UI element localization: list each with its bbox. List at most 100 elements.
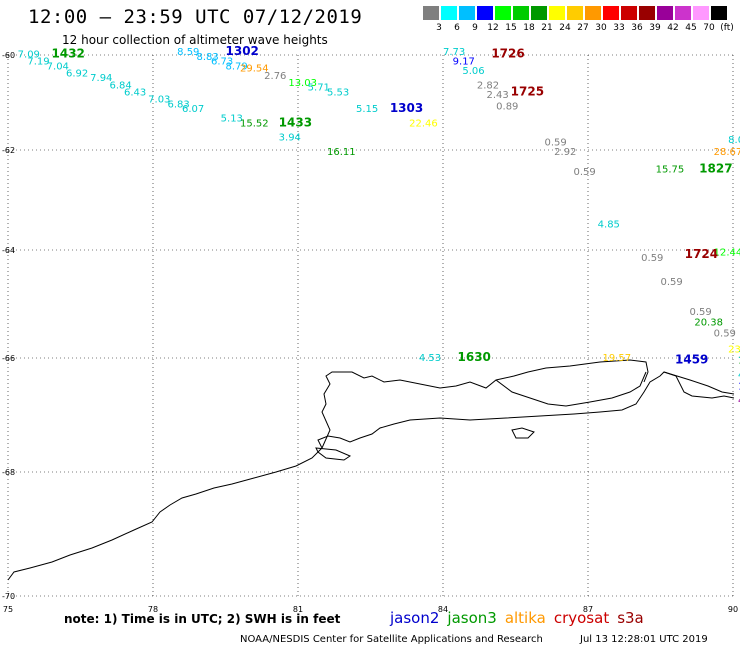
footer-credit: NOAA/NESDIS Center for Satellite Applica… (240, 634, 543, 645)
east-shelf-outline (663, 371, 735, 395)
wave-height-label: 19.57 (603, 353, 632, 364)
wave-height-label: 0.59 (574, 167, 596, 178)
x-tick-label: 78 (148, 605, 158, 614)
wave-height-label: 28.67 (714, 147, 740, 158)
color-scale-swatch (440, 6, 457, 20)
color-scale-tick: 18 (523, 23, 535, 33)
pass-time-label: 1724 (685, 247, 718, 261)
pass-time-label: 1725 (511, 84, 544, 98)
y-tick-label: -68 (2, 468, 15, 477)
pass-time-label: 1302 (226, 44, 259, 58)
wave-height-label: 6.43 (124, 87, 146, 98)
wave-height-label: 11.37 (738, 381, 740, 392)
wave-height-labels: 7.097.197.046.92 7.946.846.437.036.836.07… (18, 47, 740, 407)
color-scale-tick: 39 (649, 23, 661, 33)
wave-height-label: 0.59 (690, 307, 712, 318)
color-scale-tick: 27 (577, 23, 589, 33)
wave-height-label: 13.03 (288, 78, 317, 89)
wave-height-label: 2.82 (477, 80, 499, 91)
y-tick-label: -60 (2, 51, 15, 60)
wave-height-label: 18.06 (738, 356, 740, 367)
pass-time-label: 1630 (458, 350, 491, 364)
color-scale-tick: 33 (613, 23, 625, 33)
wave-height-label: 41.3 (738, 396, 740, 407)
x-tick-label: 81 (293, 605, 303, 614)
color-scale-swatch (566, 6, 583, 20)
color-scale-tick: 36 (631, 23, 643, 33)
pass-time-label: 1433 (279, 115, 312, 129)
wave-height-label: 6.92 (66, 68, 88, 79)
y-tick-label: -64 (2, 246, 15, 255)
wave-height-label: 4.85 (598, 220, 620, 231)
wave-height-label: 8.59 (177, 47, 199, 58)
y-tick-label: -66 (2, 354, 15, 363)
color-scale-tick: 42 (667, 23, 679, 33)
x-tick-label: 90 (728, 605, 738, 614)
wave-height-label: 15.52 (240, 118, 269, 129)
wave-height-label: 7.94 (90, 73, 112, 84)
map-title: 12:00 — 23:59 UTC 07/12/2019 (28, 6, 363, 28)
wave-height-label: 2.43 (487, 90, 509, 101)
pass-time-label: 1827 (699, 162, 732, 176)
color-scale-tick: 15 (505, 23, 517, 33)
wave-height-label: 5.13 (221, 114, 243, 125)
wave-height-label: 29.54 (240, 64, 269, 75)
wave-height-label: 0.59 (661, 277, 683, 288)
footer-timestamp: Jul 13 12:28:01 UTC 2019 (580, 634, 708, 645)
legend-item-altika: altika (504, 609, 546, 627)
pass-time-label: 1303 (390, 101, 423, 115)
color-scale-swatch (494, 6, 511, 20)
color-scale-swatch (710, 6, 727, 20)
color-scale-swatch (512, 6, 529, 20)
wave-height-label: 23.17 (728, 345, 740, 356)
wave-height-label: 7.04 (47, 61, 69, 72)
color-scale-tick: 70 (703, 23, 715, 33)
ice-tongue-outline (315, 447, 352, 461)
color-scale-tick: 24 (559, 23, 571, 33)
wave-height-label: 6.07 (182, 104, 204, 115)
wave-height-label: 8.79 (226, 61, 248, 72)
wave-height-label: 7.09 (18, 49, 40, 60)
coast-bay-inner (495, 371, 647, 407)
wave-height-label: 8.0 (728, 135, 740, 146)
wave-height-label: 22.46 (409, 118, 438, 129)
color-scale-tick: 45 (685, 23, 697, 33)
map-grid: 75 78 81 84 87 90 -60 -62 -64 -66 -68 -70 (2, 51, 738, 614)
wave-height-label: 7.73 (443, 47, 465, 58)
color-scale-tick: 21 (541, 23, 553, 33)
wave-height-label: 5.71 (308, 83, 330, 94)
color-scale-swatch (530, 6, 547, 20)
wave-height-label: 0.89 (496, 102, 518, 113)
wave-height-label: 4.53 (419, 353, 441, 364)
map-subtitle: 12 hour collection of altimeter wave hei… (62, 33, 328, 47)
satellite-legend: jason2 jason3 altika cryosat s3a (390, 609, 652, 627)
wave-height-label: 4.43 (738, 370, 740, 381)
legend-item-cryosat: cryosat (553, 609, 610, 627)
wave-height-label: 5.15 (356, 104, 378, 115)
x-tick-label: 84 (438, 605, 448, 614)
wave-height-label: 16.11 (327, 147, 356, 158)
color-scale-swatch (602, 6, 619, 20)
color-scale-swatch (674, 6, 691, 20)
legend-item-jason2: jason2 (390, 609, 440, 627)
y-tick-label: -62 (2, 146, 15, 155)
color-scale-tick: 9 (472, 23, 478, 33)
color-scale-swatch (476, 6, 493, 20)
color-scale-tick: 30 (595, 23, 607, 33)
wave-height-label: 5.53 (327, 87, 349, 98)
wave-height-label: 5.06 (462, 66, 484, 77)
wave-height-label: 2.76 (264, 71, 286, 82)
color-scale-tick: 3 (436, 23, 442, 33)
wave-height-label: 8.83 (197, 52, 219, 63)
wave-height-label: 0.59 (714, 328, 736, 339)
island-outline (511, 427, 535, 439)
color-scale-tick: 12 (487, 23, 499, 33)
wave-height-label: 7.03 (148, 95, 170, 106)
footer-note: note: 1) Time is in UTC; 2) SWH is in fe… (64, 612, 341, 626)
color-scale-swatch (656, 6, 673, 20)
wave-height-label: 20.38 (694, 318, 723, 329)
antarctic-coastline (7, 371, 735, 581)
color-scale-swatch (548, 6, 565, 20)
pass-time-label: 1459 (675, 353, 708, 367)
